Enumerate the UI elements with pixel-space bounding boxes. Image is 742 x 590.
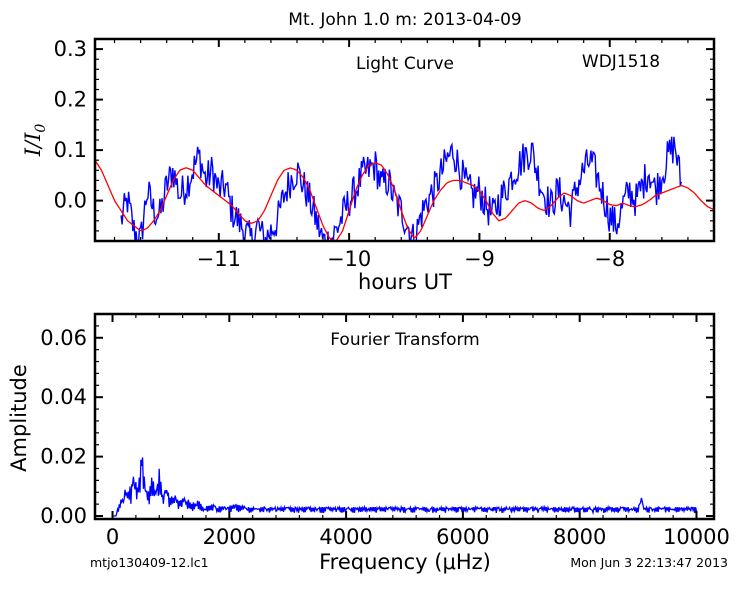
light-curve-model-series	[95, 159, 714, 241]
fourier-panel: 0 2000 4000 6000 8000 10000 0.00 0.02 0.04 0.06 F…	[7, 312, 730, 574]
fourier-ytick-label: 0.02	[40, 445, 87, 469]
fourier-xtick-label: 2000	[203, 525, 256, 549]
light-curve-annotation: Light Curve	[356, 54, 454, 74]
footer-timestamp: Mon Jun 3 22:13:47 2013	[570, 555, 728, 570]
light-curve-ytick-label: 0.2	[54, 88, 87, 112]
light-curve-panel: −11 −10 −9 −8 0.0 0.1 0.2 0.3 Light Curve WDJ15…	[21, 37, 716, 294]
light-curve-xtick-label: −11	[197, 247, 241, 271]
fourier-xtick-label: 10000	[663, 525, 730, 549]
fourier-ytick-label: 0.04	[40, 385, 87, 409]
light-curve-data-series	[120, 136, 683, 241]
light-curve-ylabel: I/I0	[21, 124, 49, 158]
fourier-xtick-label: 4000	[319, 525, 372, 549]
fourier-xtick-label: 6000	[436, 525, 489, 549]
light-curve-ytick-label: 0.1	[54, 138, 87, 162]
fourier-ylabel: Amplitude	[7, 364, 31, 472]
fourier-annotation: Fourier Transform	[330, 330, 479, 350]
light-curve-ytick-label: 0.3	[54, 37, 87, 61]
light-curve-xtick-label: −8	[594, 247, 625, 271]
footer-filename: mtjo130409-12.lc1	[90, 555, 209, 570]
light-curve-ytick-label: 0.0	[54, 189, 87, 213]
light-curve-xtick-label: −10	[327, 247, 371, 271]
light-curve-xlabel: hours UT	[358, 270, 452, 294]
figure-title: Mt. John 1.0 m: 2013-04-09	[288, 10, 521, 30]
target-label: WDJ1518	[582, 52, 660, 72]
fourier-xlabel: Frequency (μHz)	[319, 550, 491, 574]
fourier-ytick-label: 0.00	[40, 504, 87, 528]
fourier-ytick-label: 0.06	[40, 326, 87, 350]
fourier-amplitude-series	[112, 457, 698, 517]
fourier-axes-frame	[93, 312, 716, 521]
light-curve-xtick-label: −9	[464, 247, 495, 271]
fourier-xtick-label: 8000	[553, 525, 606, 549]
fourier-xtick-label: 0	[106, 525, 119, 549]
